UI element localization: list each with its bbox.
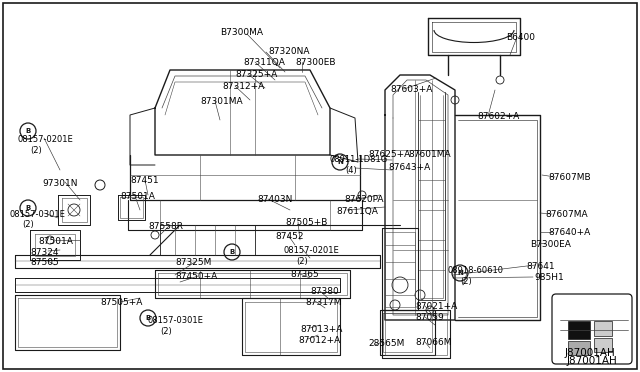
Bar: [594, 338, 612, 352]
Text: 87625+A: 87625+A: [368, 150, 410, 159]
Text: 87620PA: 87620PA: [344, 195, 383, 204]
Text: 08157-0301E: 08157-0301E: [10, 210, 66, 219]
Text: 985H1: 985H1: [534, 273, 564, 282]
Text: B7300EA: B7300EA: [530, 240, 571, 249]
Text: 87450+A: 87450+A: [175, 272, 217, 281]
Text: J87001AH: J87001AH: [565, 348, 616, 358]
Text: 08157-0201E: 08157-0201E: [284, 246, 340, 255]
Text: 87312+A: 87312+A: [222, 82, 264, 91]
Text: 87603+A: 87603+A: [390, 85, 433, 94]
Text: (2): (2): [460, 277, 472, 286]
Text: N: N: [457, 270, 463, 276]
Text: B: B: [145, 315, 150, 321]
Text: 87643+A: 87643+A: [388, 163, 430, 172]
Text: 87641: 87641: [526, 262, 555, 271]
Text: 87311QA: 87311QA: [243, 58, 285, 67]
Bar: [568, 321, 590, 339]
Text: 87501A: 87501A: [38, 237, 73, 246]
Text: B6400: B6400: [506, 33, 535, 42]
Text: 87066M: 87066M: [415, 338, 451, 347]
Text: (2): (2): [22, 220, 34, 229]
Text: 87505+A: 87505+A: [100, 298, 142, 307]
Text: 87607MA: 87607MA: [545, 210, 588, 219]
Text: 87611QA: 87611QA: [336, 207, 378, 216]
Text: 08918-60610: 08918-60610: [448, 266, 504, 275]
Text: J87001AH: J87001AH: [567, 356, 618, 366]
Text: 87301MA: 87301MA: [200, 97, 243, 106]
Bar: [568, 341, 590, 355]
Text: (2): (2): [30, 146, 42, 155]
Text: B7300MA: B7300MA: [220, 28, 263, 37]
Text: (2): (2): [160, 327, 172, 336]
Text: B: B: [229, 249, 235, 255]
Text: 87021+A: 87021+A: [415, 302, 457, 311]
Text: 87325M: 87325M: [175, 258, 211, 267]
Text: 87300EB: 87300EB: [295, 58, 335, 67]
Text: 87558R: 87558R: [148, 222, 183, 231]
Text: (4): (4): [345, 166, 356, 175]
Text: 87452: 87452: [275, 232, 303, 241]
Text: 28565M: 28565M: [368, 339, 404, 348]
Text: B: B: [26, 205, 31, 211]
Text: 87320NA: 87320NA: [268, 47, 310, 56]
Text: B: B: [26, 128, 31, 134]
Text: 87505+B: 87505+B: [285, 218, 328, 227]
Text: 87640+A: 87640+A: [548, 228, 590, 237]
Text: 87403N: 87403N: [257, 195, 292, 204]
Text: 87602+A: 87602+A: [477, 112, 519, 121]
Text: 87365: 87365: [290, 270, 319, 279]
Text: 87013+A: 87013+A: [300, 325, 342, 334]
Text: 87607MB: 87607MB: [548, 173, 591, 182]
Text: 08911-1D81G: 08911-1D81G: [330, 155, 388, 164]
Text: (2): (2): [296, 257, 308, 266]
Bar: [594, 321, 612, 336]
Text: 87012+A: 87012+A: [298, 336, 340, 345]
Text: 87324: 87324: [30, 248, 58, 257]
Text: 87451: 87451: [130, 176, 159, 185]
Text: N: N: [337, 159, 343, 165]
Text: 08157-0301E: 08157-0301E: [148, 316, 204, 325]
Text: 87059: 87059: [415, 313, 444, 322]
Text: 87505: 87505: [30, 258, 59, 267]
Text: 08157-0201E: 08157-0201E: [18, 135, 74, 144]
Text: 97301N: 97301N: [42, 179, 77, 188]
Text: 87380: 87380: [310, 287, 339, 296]
Text: 87501A: 87501A: [120, 192, 155, 201]
Text: 87325+A: 87325+A: [235, 70, 277, 79]
Text: 87317M: 87317M: [305, 298, 342, 307]
Text: 87601MA: 87601MA: [408, 150, 451, 159]
